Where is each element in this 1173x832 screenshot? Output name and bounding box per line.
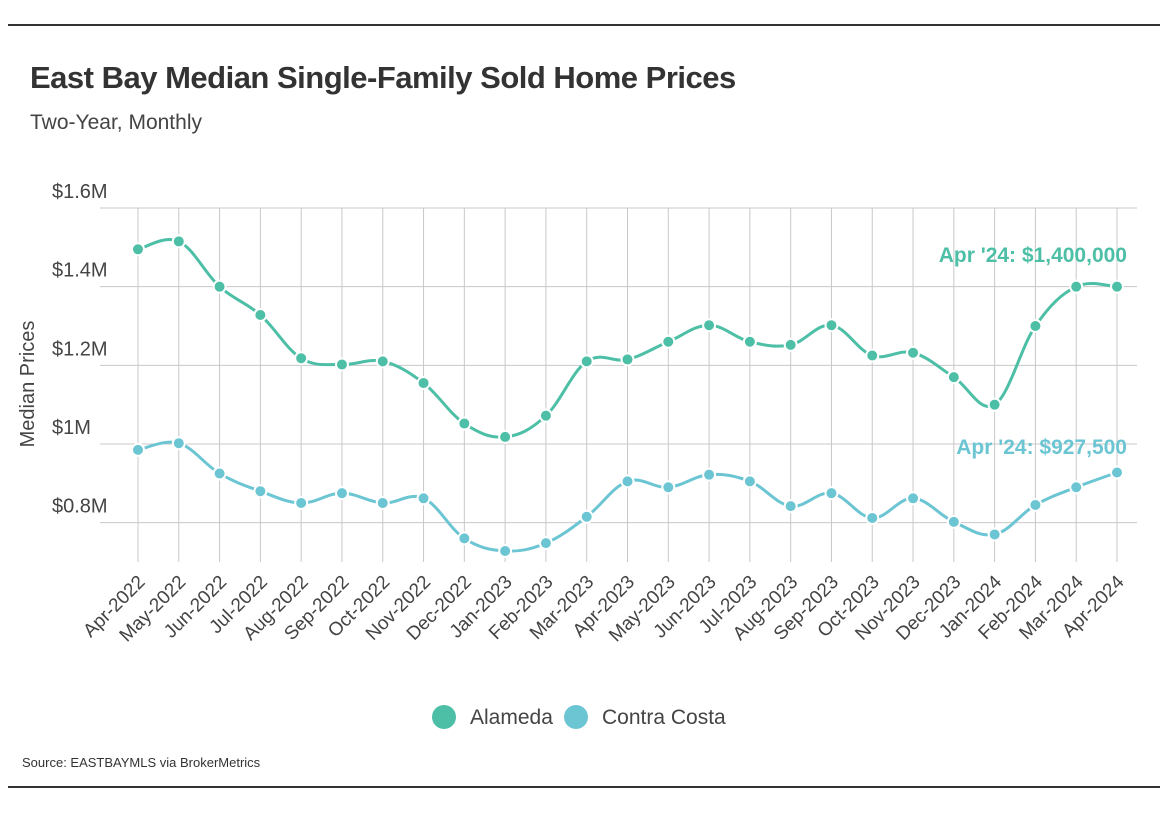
chart-subtitle: Two-Year, Monthly (30, 111, 202, 134)
bottom-rule (8, 786, 1160, 788)
legend-label: Contra Costa (602, 706, 726, 729)
data-point (987, 527, 1002, 542)
data-point (1028, 497, 1043, 512)
data-point (457, 531, 472, 546)
data-point (416, 376, 431, 391)
series-group (131, 234, 1124, 558)
data-point (375, 496, 390, 510)
data-point (824, 486, 839, 501)
legend-label: Alameda (470, 706, 553, 729)
y-tick-label: $1.4M (52, 260, 108, 282)
data-point (1069, 279, 1084, 294)
data-point (702, 318, 717, 333)
data-point (620, 352, 635, 367)
data-point (416, 491, 431, 506)
legend-item: Contra Costa (564, 705, 726, 729)
series-alameda (131, 234, 1124, 444)
data-point (906, 491, 921, 506)
data-point (824, 318, 839, 333)
series-contra-costa (131, 436, 1124, 558)
data-point (334, 357, 349, 372)
data-point (1110, 465, 1124, 480)
data-point (1069, 480, 1084, 495)
end-value-annotation: Apr '24: $927,500 (956, 436, 1127, 459)
top-rule (8, 24, 1160, 26)
data-point (457, 416, 472, 431)
data-point (865, 348, 880, 363)
data-point (946, 370, 961, 385)
data-point (783, 337, 798, 352)
y-axis-label: Median Prices (17, 321, 39, 448)
data-point (131, 242, 145, 257)
legend-item: Alameda (432, 705, 553, 729)
data-point (742, 334, 757, 349)
chart-title: East Bay Median Single-Family Sold Home … (30, 60, 736, 95)
data-point (620, 474, 635, 489)
y-tick-label: $0.8M (52, 496, 108, 518)
data-point (253, 307, 268, 322)
data-point (131, 442, 145, 457)
data-point (702, 467, 717, 482)
legend: Alameda Contra Costa (432, 705, 726, 729)
data-point (498, 543, 513, 558)
data-point (253, 484, 268, 499)
y-tick-label: $1.2M (52, 338, 108, 360)
data-point (865, 510, 880, 525)
data-point (1028, 319, 1043, 333)
data-point (946, 514, 961, 529)
data-point (661, 480, 676, 495)
x-axis-ticks: Apr-2022May-2022Jun-2022Jul-2022Aug-2022… (79, 571, 1128, 646)
legend-marker-icon (432, 705, 456, 729)
y-axis-ticks: $0.8M $1M $1.2M $1.4M $1.6M (52, 181, 108, 518)
data-point (498, 429, 513, 444)
data-point (579, 354, 594, 369)
data-point (661, 334, 676, 349)
annotations: Apr '24: $1,400,000 Apr '24: $927,500 (939, 244, 1127, 459)
data-point (987, 397, 1002, 412)
data-point (1110, 279, 1124, 294)
legend-marker-icon (564, 705, 588, 729)
data-point (294, 496, 309, 510)
end-value-annotation: Apr '24: $1,400,000 (939, 244, 1127, 267)
data-point (294, 351, 309, 366)
data-point (375, 354, 390, 369)
data-point (538, 536, 553, 551)
data-point (171, 234, 186, 249)
data-point (579, 509, 594, 524)
y-tick-label: $1M (52, 417, 91, 439)
data-point (212, 466, 227, 481)
y-tick-label: $1.6M (52, 181, 108, 203)
data-point (171, 436, 186, 451)
data-point (906, 345, 921, 360)
data-point (334, 486, 349, 501)
source-note: Source: EASTBAYMLS via BrokerMetrics (22, 755, 261, 770)
data-point (783, 499, 798, 514)
data-point (538, 408, 553, 423)
data-point (742, 474, 757, 489)
data-point (212, 279, 227, 294)
